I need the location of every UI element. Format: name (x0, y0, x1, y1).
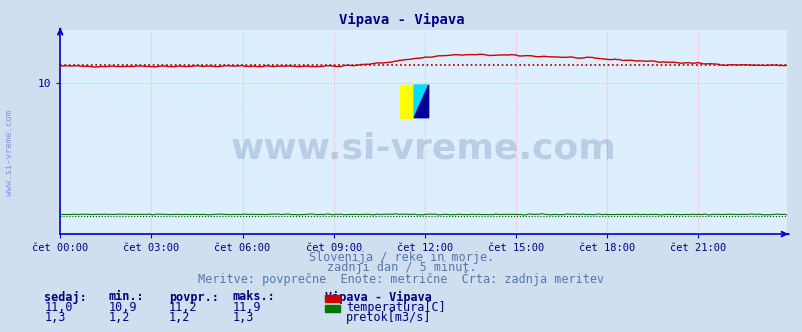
Text: www.si-vreme.com: www.si-vreme.com (5, 110, 14, 196)
Text: pretok[m3/s]: pretok[m3/s] (346, 311, 431, 324)
Text: 1,3: 1,3 (44, 311, 66, 324)
Text: 1,2: 1,2 (168, 311, 190, 324)
Text: zadnji dan / 5 minut.: zadnji dan / 5 minut. (326, 261, 476, 274)
Text: Meritve: povprečne  Enote: metrične  Črta: zadnja meritev: Meritve: povprečne Enote: metrične Črta:… (198, 271, 604, 286)
Text: sedaj:: sedaj: (44, 290, 87, 303)
Polygon shape (414, 85, 428, 118)
Polygon shape (414, 85, 428, 118)
Text: 1,2: 1,2 (108, 311, 130, 324)
Text: Slovenija / reke in morje.: Slovenija / reke in morje. (309, 251, 493, 264)
Text: 1,3: 1,3 (233, 311, 254, 324)
Text: 11,2: 11,2 (168, 301, 196, 314)
Text: temperatura[C]: temperatura[C] (346, 301, 445, 314)
Text: maks.:: maks.: (233, 290, 275, 303)
Text: www.si-vreme.com: www.si-vreme.com (230, 131, 616, 165)
Text: 11,9: 11,9 (233, 301, 261, 314)
Text: min.:: min.: (108, 290, 144, 303)
Polygon shape (399, 85, 414, 118)
Text: Vipava - Vipava: Vipava - Vipava (338, 13, 464, 28)
Text: 10,9: 10,9 (108, 301, 136, 314)
Text: povpr.:: povpr.: (168, 290, 218, 303)
Text: 11,0: 11,0 (44, 301, 72, 314)
Text: Vipava - Vipava: Vipava - Vipava (325, 290, 431, 303)
